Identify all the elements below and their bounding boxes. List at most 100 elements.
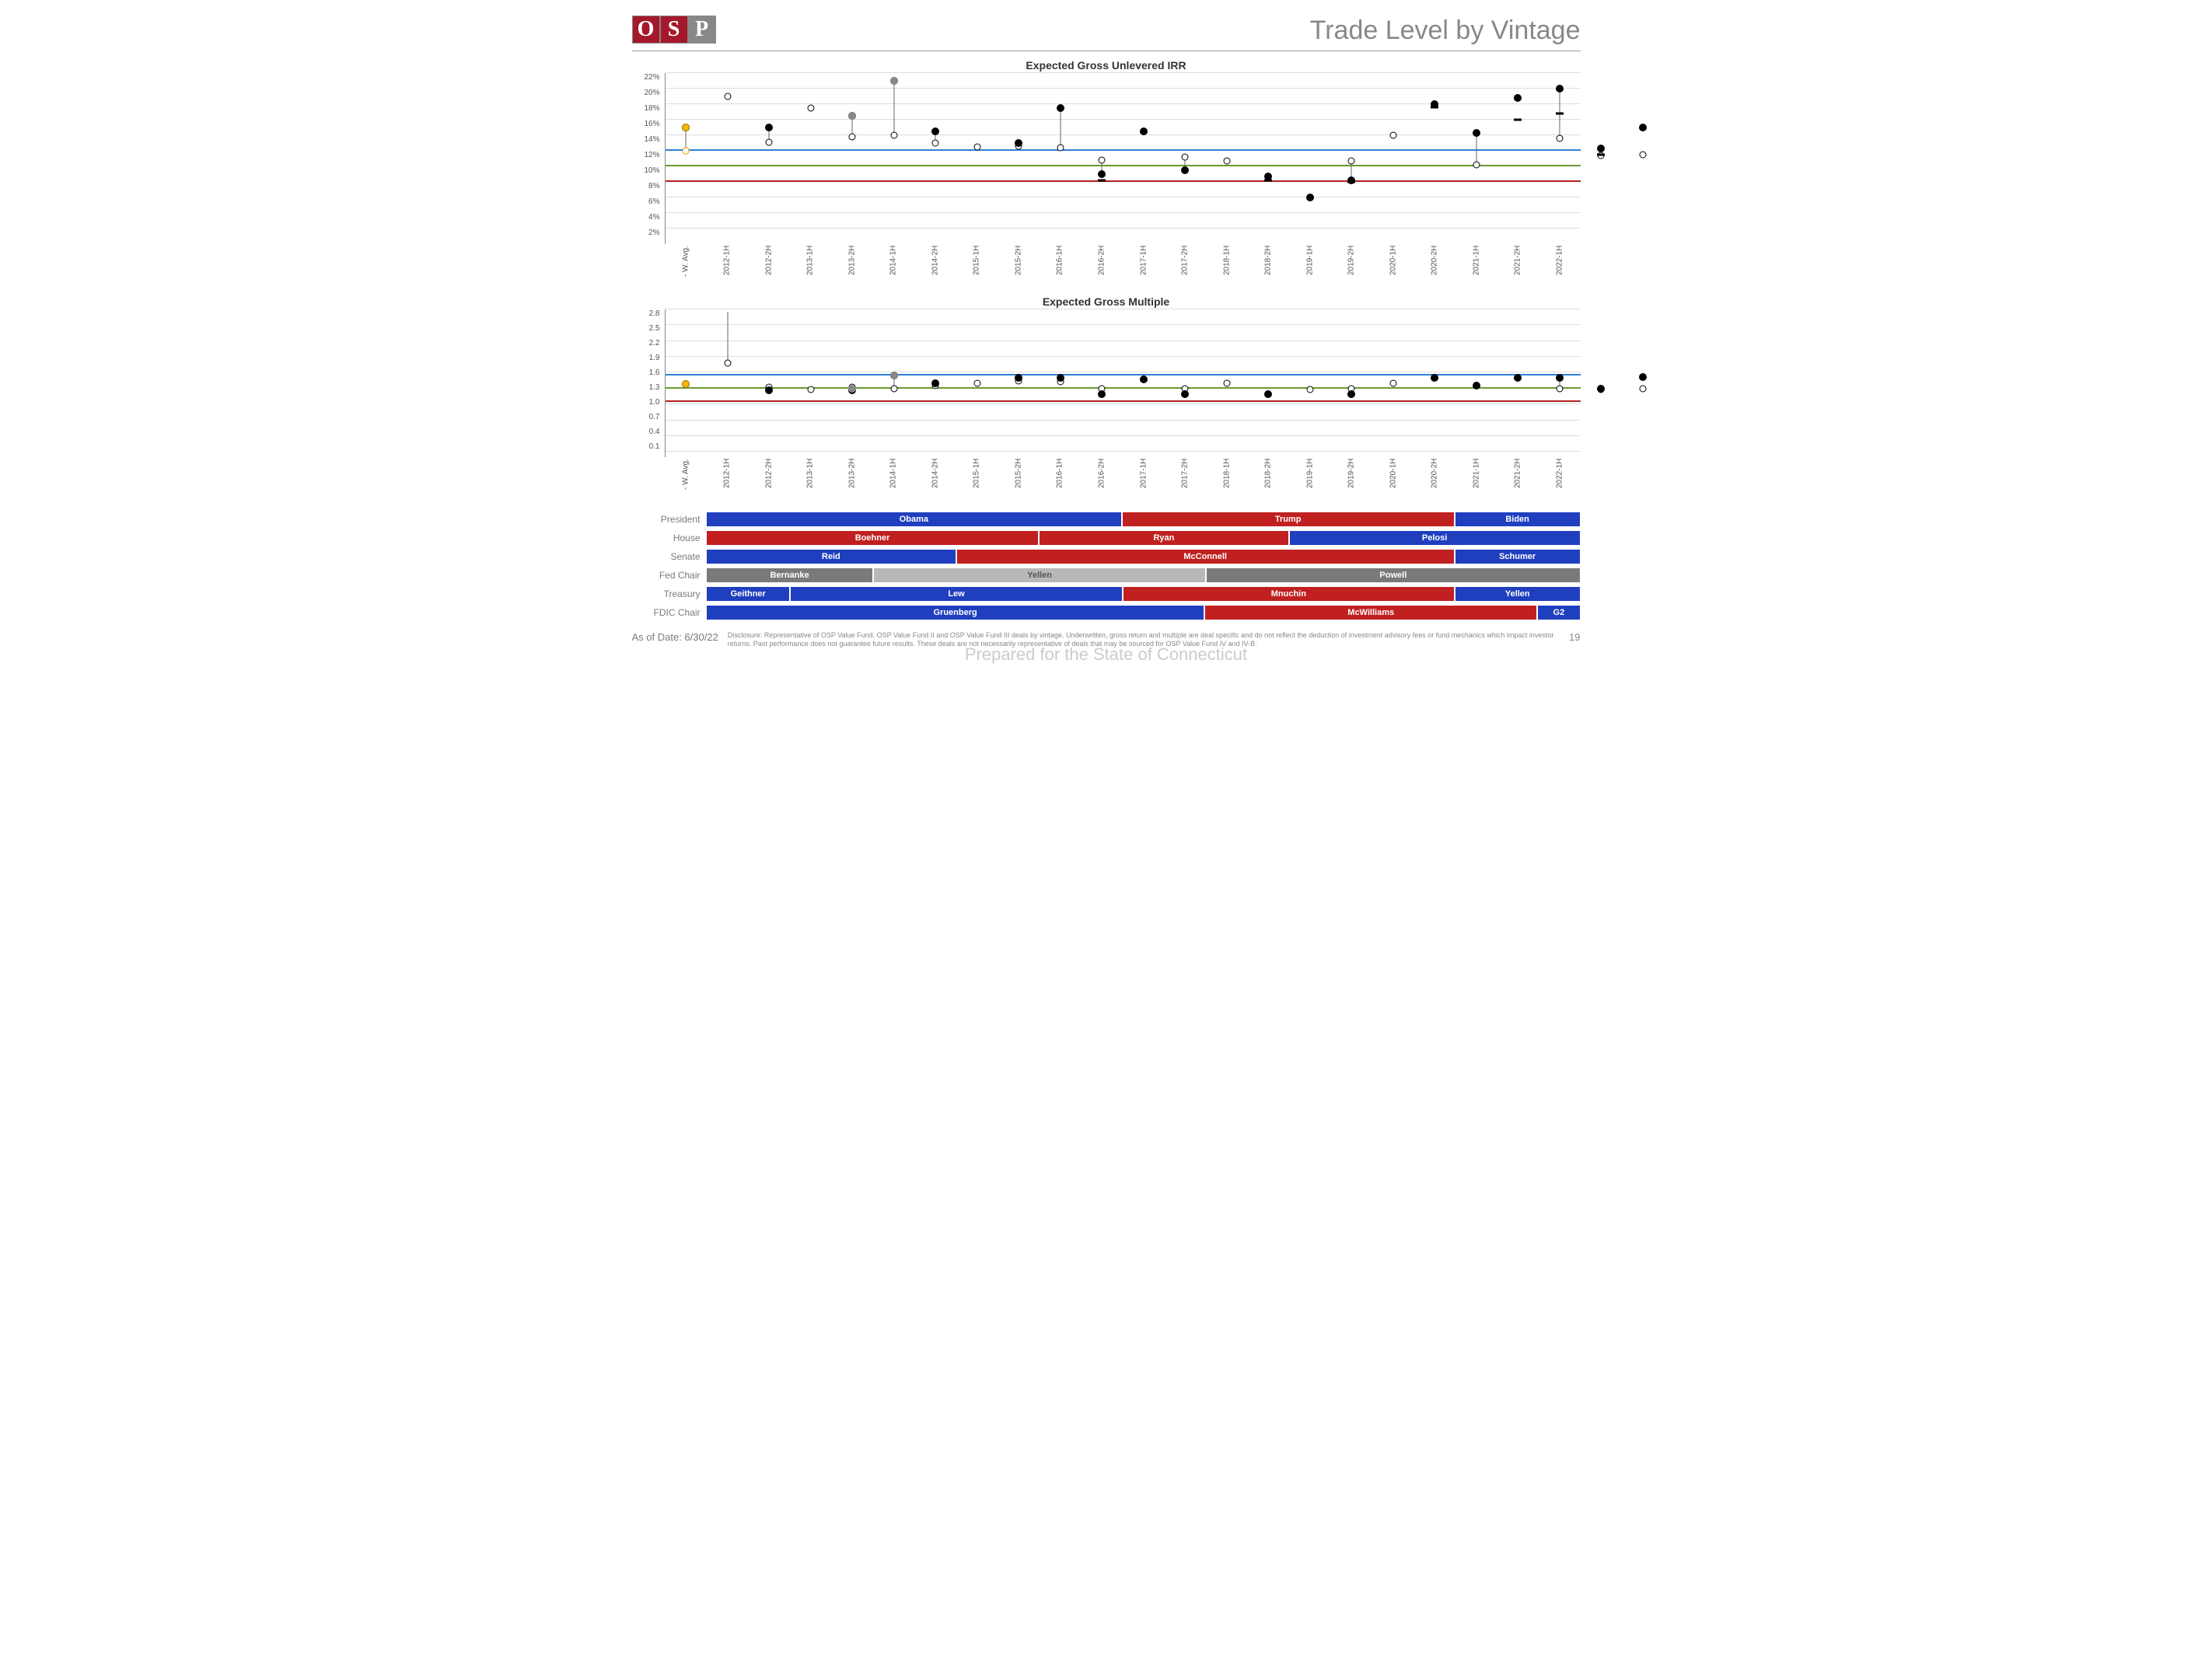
- timeline-segment: Lew: [790, 586, 1122, 602]
- x-tick: 2012-1H: [706, 457, 748, 502]
- data-point: [1223, 380, 1230, 387]
- x-tick: 2021-2H: [1497, 457, 1539, 502]
- x-tick: 2022-1H: [1539, 244, 1581, 289]
- data-point: [683, 148, 690, 155]
- data-point: [848, 385, 856, 393]
- timeline-segment: Bernanke: [706, 568, 873, 583]
- data-point: [1514, 374, 1522, 382]
- data-point: [765, 386, 773, 394]
- y-tick: 4%: [632, 213, 660, 229]
- data-point: [931, 127, 939, 135]
- x-tick: 2015-1H: [956, 457, 998, 502]
- plot-area: [665, 73, 1581, 244]
- y-tick: 2.8: [632, 309, 660, 324]
- timeline-row: FDIC ChairGruenbergMcWilliamsG2: [632, 605, 1581, 620]
- timeline-segment: McWilliams: [1204, 605, 1537, 620]
- reference-line: [666, 387, 1581, 389]
- data-bar: [1514, 119, 1522, 121]
- timeline-row-label: FDIC Chair: [632, 607, 710, 618]
- timeline-row-label: House: [632, 533, 710, 543]
- x-tick: 2015-1H: [956, 244, 998, 289]
- data-point: [1140, 127, 1148, 135]
- x-tick: 2013-1H: [789, 244, 831, 289]
- data-point: [931, 379, 939, 387]
- page-number: 19: [1569, 631, 1580, 643]
- y-tick: 12%: [632, 151, 660, 166]
- x-tick: 2021-1H: [1455, 457, 1497, 502]
- y-tick: 20%: [632, 89, 660, 104]
- reference-line: [666, 149, 1581, 151]
- timeline-segment: Schumer: [1455, 549, 1581, 564]
- page-title: Trade Level by Vintage: [1310, 16, 1581, 46]
- data-bar: [1597, 154, 1605, 156]
- data-point: [932, 140, 939, 147]
- y-tick: 6%: [632, 197, 660, 213]
- data-point: [807, 105, 814, 112]
- x-tick: 2019-2H: [1330, 457, 1372, 502]
- y-tick: 1.6: [632, 368, 660, 383]
- timeline-segment: Pelosi: [1289, 530, 1581, 546]
- data-point: [1057, 104, 1064, 112]
- data-point: [1057, 374, 1064, 382]
- reference-line: [666, 400, 1581, 402]
- data-point: [1057, 145, 1064, 152]
- reference-line: [666, 180, 1581, 182]
- y-tick: 2.5: [632, 324, 660, 339]
- x-tick: 2020-2H: [1414, 244, 1455, 289]
- timeline-track: ReidMcConnellSchumer: [706, 549, 1580, 564]
- y-tick: 16%: [632, 120, 660, 135]
- x-tick: 2018-1H: [1206, 457, 1248, 502]
- data-point: [1639, 152, 1646, 159]
- data-point: [890, 77, 898, 85]
- x-tick: 2017-2H: [1164, 244, 1206, 289]
- x-tick: 2020-1H: [1372, 244, 1414, 289]
- timeline-row: Fed ChairBernankeYellenPowell: [632, 568, 1581, 583]
- x-tick: 2018-2H: [1247, 244, 1289, 289]
- data-point: [766, 139, 773, 146]
- data-point: [724, 93, 731, 100]
- data-point: [682, 380, 690, 388]
- data-point: [1306, 386, 1313, 393]
- timeline-segment: Trump: [1122, 512, 1455, 527]
- timeline-segment: Yellen: [873, 568, 1206, 583]
- x-tick: 2020-1H: [1372, 457, 1414, 502]
- x-tick: 2014-1H: [872, 457, 914, 502]
- header: OSP Trade Level by Vintage: [632, 16, 1581, 51]
- x-axis: - W. Avg.2012-1H2012-2H2013-1H2013-2H201…: [665, 457, 1581, 502]
- timeline-row: PresidentObamaTrumpBiden: [632, 512, 1581, 527]
- x-tick: 2012-1H: [706, 244, 748, 289]
- data-point: [1639, 373, 1647, 381]
- y-tick: 18%: [632, 104, 660, 120]
- y-tick: 1.3: [632, 383, 660, 398]
- data-point: [849, 134, 856, 141]
- x-tick: 2014-1H: [872, 244, 914, 289]
- x-tick: 2016-2H: [1081, 457, 1123, 502]
- timeline-row: TreasuryGeithnerLewMnuchinYellen: [632, 586, 1581, 602]
- data-point: [1015, 374, 1022, 382]
- data-point: [1556, 85, 1564, 93]
- timeline-segment: McConnell: [956, 549, 1455, 564]
- x-tick: 2017-2H: [1164, 457, 1206, 502]
- data-point: [807, 386, 814, 393]
- data-point: [890, 372, 898, 379]
- data-point: [973, 380, 980, 387]
- data-point: [1473, 129, 1480, 137]
- y-tick: 2.2: [632, 339, 660, 354]
- data-point: [1347, 176, 1355, 184]
- timeline-segment: Obama: [706, 512, 1122, 527]
- data-point: [1223, 158, 1230, 165]
- data-bar: [1098, 180, 1106, 182]
- data-point: [1264, 390, 1272, 398]
- x-tick: 2019-1H: [1289, 457, 1331, 502]
- x-tick: 2016-1H: [1039, 244, 1081, 289]
- timeline-segment: Biden: [1455, 512, 1581, 527]
- data-point: [1347, 390, 1355, 398]
- data-point: [1597, 385, 1605, 393]
- x-tick: 2018-1H: [1206, 244, 1248, 289]
- logo-letter: S: [660, 16, 688, 44]
- x-tick: 2016-1H: [1039, 457, 1081, 502]
- timeline-row-label: Senate: [632, 551, 710, 562]
- data-point: [890, 132, 897, 139]
- data-point: [1099, 157, 1106, 164]
- y-tick: 0.1: [632, 442, 660, 457]
